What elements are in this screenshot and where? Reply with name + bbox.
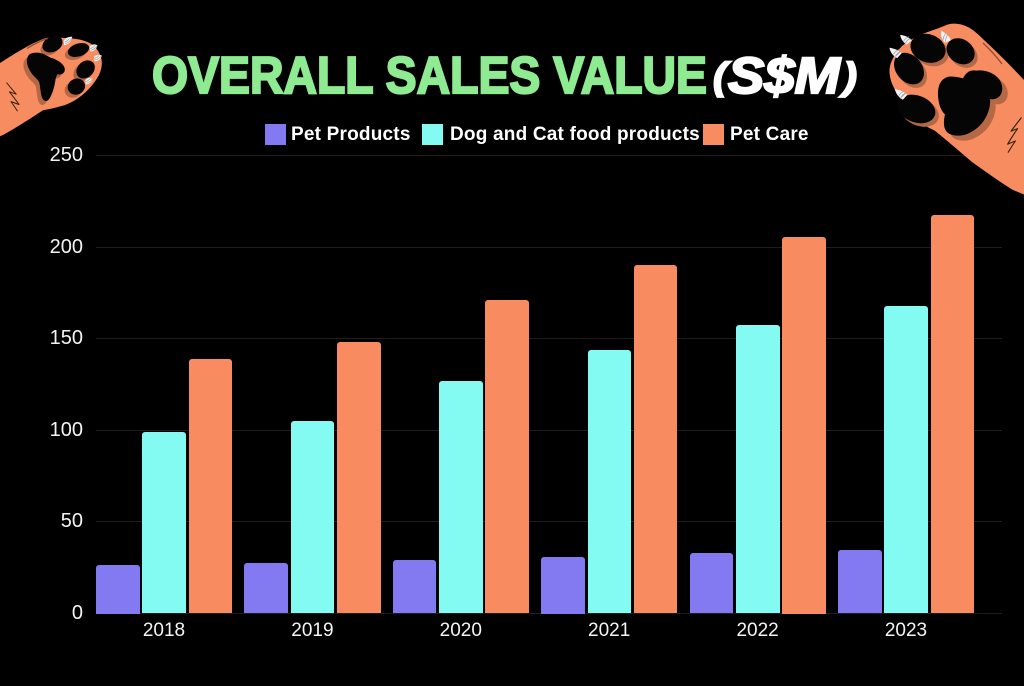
svg-text:): ) <box>839 56 857 98</box>
svg-text:S$M: S$M <box>728 47 842 104</box>
svg-text:OVERALL SALES VALUE: OVERALL SALES VALUE <box>152 47 707 105</box>
